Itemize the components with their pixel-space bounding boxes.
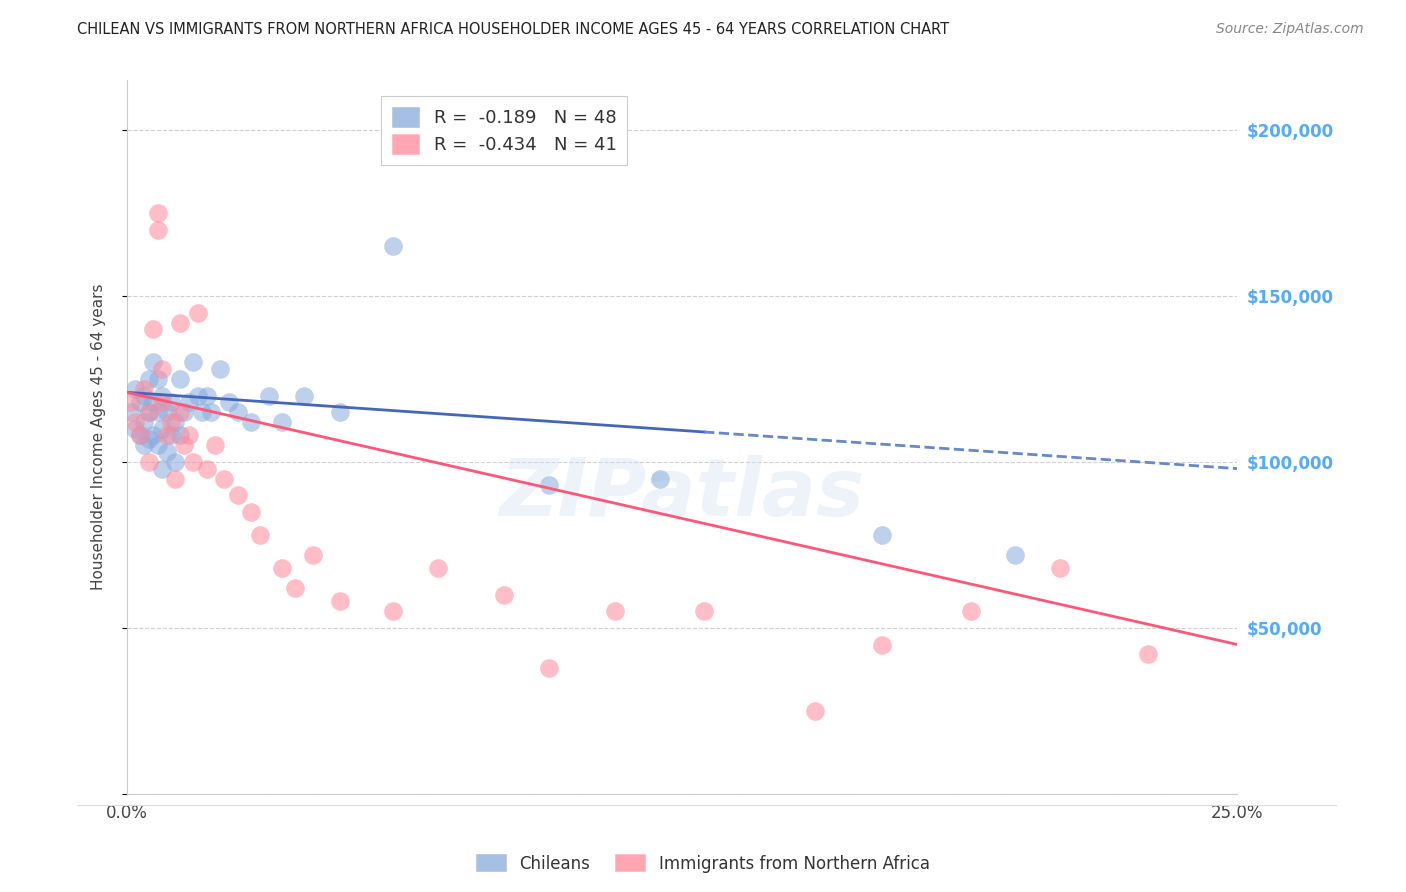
Point <box>146 206 169 220</box>
Point <box>134 382 156 396</box>
Point <box>150 422 173 436</box>
Point <box>382 239 405 253</box>
Point <box>218 395 240 409</box>
Point <box>239 505 262 519</box>
Point <box>138 372 160 386</box>
Point <box>155 428 177 442</box>
Point <box>138 455 160 469</box>
Point <box>537 661 560 675</box>
Point <box>128 428 150 442</box>
Point <box>177 395 200 409</box>
Point <box>134 438 156 452</box>
Point <box>257 388 280 402</box>
Point <box>204 438 226 452</box>
Legend: Chileans, Immigrants from Northern Africa: Chileans, Immigrants from Northern Afric… <box>470 847 936 880</box>
Point <box>284 581 307 595</box>
Point <box>239 415 262 429</box>
Point <box>181 355 204 369</box>
Y-axis label: Householder Income Ages 45 - 64 years: Householder Income Ages 45 - 64 years <box>91 284 105 591</box>
Point <box>1137 648 1160 662</box>
Point <box>537 478 560 492</box>
Point <box>128 428 150 442</box>
Point <box>187 388 209 402</box>
Point <box>870 528 893 542</box>
Point <box>271 415 294 429</box>
Point <box>160 415 183 429</box>
Point <box>191 405 214 419</box>
Point <box>214 472 236 486</box>
Point <box>208 362 231 376</box>
Point <box>138 405 160 419</box>
Point <box>226 405 249 419</box>
Point <box>195 461 218 475</box>
Point <box>120 395 142 409</box>
Text: Source: ZipAtlas.com: Source: ZipAtlas.com <box>1216 22 1364 37</box>
Point <box>804 704 827 718</box>
Point <box>155 445 177 459</box>
Point <box>169 316 191 330</box>
Point <box>329 594 352 608</box>
Point <box>165 455 187 469</box>
Point <box>329 405 352 419</box>
Point <box>426 561 449 575</box>
Point <box>494 588 516 602</box>
Point <box>605 604 627 618</box>
Point <box>160 395 183 409</box>
Point <box>195 388 218 402</box>
Point <box>1004 548 1026 562</box>
Point <box>142 395 165 409</box>
Point <box>165 472 187 486</box>
Point <box>693 604 716 618</box>
Point <box>292 388 315 402</box>
Point <box>226 488 249 502</box>
Point <box>249 528 271 542</box>
Point <box>142 355 165 369</box>
Point <box>128 395 150 409</box>
Point <box>648 472 671 486</box>
Point <box>200 405 222 419</box>
Point <box>150 388 173 402</box>
Point <box>959 604 981 618</box>
Point <box>169 372 191 386</box>
Point <box>870 638 893 652</box>
Point <box>187 305 209 319</box>
Text: CHILEAN VS IMMIGRANTS FROM NORTHERN AFRICA HOUSEHOLDER INCOME AGES 45 - 64 YEARS: CHILEAN VS IMMIGRANTS FROM NORTHERN AFRI… <box>77 22 949 37</box>
Point <box>173 438 195 452</box>
Point <box>165 415 187 429</box>
Point <box>146 222 169 236</box>
Point <box>150 461 173 475</box>
Point <box>169 405 191 419</box>
Point <box>181 455 204 469</box>
Point <box>173 405 195 419</box>
Text: ZIPatlas: ZIPatlas <box>499 455 865 533</box>
Point <box>124 422 146 436</box>
Point <box>120 405 142 419</box>
Legend: R =  -0.189   N = 48, R =  -0.434   N = 41: R = -0.189 N = 48, R = -0.434 N = 41 <box>381 96 627 165</box>
Point <box>146 438 169 452</box>
Point <box>271 561 294 575</box>
Point <box>382 604 405 618</box>
Point <box>155 405 177 419</box>
Point <box>150 395 173 409</box>
Point <box>160 428 183 442</box>
Point <box>146 372 169 386</box>
Point <box>150 362 173 376</box>
Point <box>142 322 165 336</box>
Point <box>138 432 160 446</box>
Point <box>124 415 146 429</box>
Point <box>134 415 156 429</box>
Point <box>177 428 200 442</box>
Point <box>302 548 325 562</box>
Point <box>138 405 160 419</box>
Point <box>124 382 146 396</box>
Point <box>134 388 156 402</box>
Point <box>169 428 191 442</box>
Point <box>146 405 169 419</box>
Point <box>1049 561 1071 575</box>
Point <box>142 428 165 442</box>
